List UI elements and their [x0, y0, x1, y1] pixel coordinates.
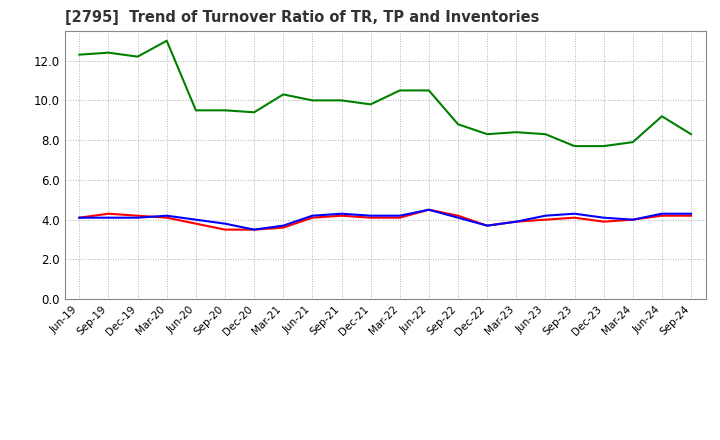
- Trade Receivables: [425, 207, 433, 213]
- Inventories: [483, 132, 492, 137]
- Trade Payables: [512, 219, 521, 224]
- Trade Payables: [454, 215, 462, 220]
- Trade Receivables: [454, 213, 462, 218]
- Inventories: [395, 88, 404, 93]
- Inventories: [337, 98, 346, 103]
- Trade Receivables: [570, 215, 579, 220]
- Trade Payables: [395, 213, 404, 218]
- Trade Receivables: [220, 227, 229, 232]
- Trade Receivables: [395, 215, 404, 220]
- Trade Receivables: [541, 217, 550, 222]
- Inventories: [104, 50, 113, 55]
- Trade Payables: [687, 211, 696, 216]
- Trade Payables: [366, 213, 375, 218]
- Inventories: [512, 129, 521, 135]
- Trade Payables: [483, 223, 492, 228]
- Trade Receivables: [104, 211, 113, 216]
- Trade Payables: [337, 211, 346, 216]
- Trade Payables: [425, 207, 433, 213]
- Trade Receivables: [250, 227, 258, 232]
- Trade Payables: [192, 217, 200, 222]
- Inventories: [629, 139, 637, 145]
- Trade Payables: [541, 213, 550, 218]
- Inventories: [133, 54, 142, 59]
- Inventories: [250, 110, 258, 115]
- Inventories: [192, 108, 200, 113]
- Trade Receivables: [308, 215, 317, 220]
- Inventories: [425, 88, 433, 93]
- Inventories: [541, 132, 550, 137]
- Trade Receivables: [337, 213, 346, 218]
- Trade Receivables: [163, 215, 171, 220]
- Trade Payables: [308, 213, 317, 218]
- Inventories: [75, 52, 84, 57]
- Inventories: [163, 38, 171, 44]
- Trade Payables: [570, 211, 579, 216]
- Trade Payables: [657, 211, 666, 216]
- Trade Receivables: [629, 217, 637, 222]
- Trade Payables: [75, 215, 84, 220]
- Text: [2795]  Trend of Turnover Ratio of TR, TP and Inventories: [2795] Trend of Turnover Ratio of TR, TP…: [65, 11, 539, 26]
- Inventories: [308, 98, 317, 103]
- Trade Receivables: [483, 223, 492, 228]
- Inventories: [279, 92, 287, 97]
- Trade Receivables: [512, 219, 521, 224]
- Line: Inventories: Inventories: [79, 41, 691, 146]
- Inventories: [366, 102, 375, 107]
- Trade Payables: [133, 215, 142, 220]
- Inventories: [687, 132, 696, 137]
- Trade Receivables: [279, 225, 287, 230]
- Trade Payables: [104, 215, 113, 220]
- Trade Payables: [220, 221, 229, 226]
- Trade Receivables: [133, 213, 142, 218]
- Trade Payables: [629, 217, 637, 222]
- Inventories: [454, 121, 462, 127]
- Line: Trade Receivables: Trade Receivables: [79, 210, 691, 230]
- Trade Receivables: [599, 219, 608, 224]
- Inventories: [220, 108, 229, 113]
- Trade Payables: [250, 227, 258, 232]
- Trade Receivables: [75, 215, 84, 220]
- Trade Payables: [279, 223, 287, 228]
- Inventories: [570, 143, 579, 149]
- Line: Trade Payables: Trade Payables: [79, 210, 691, 230]
- Trade Receivables: [192, 221, 200, 226]
- Inventories: [657, 114, 666, 119]
- Trade Receivables: [687, 213, 696, 218]
- Trade Payables: [599, 215, 608, 220]
- Inventories: [599, 143, 608, 149]
- Trade Receivables: [366, 215, 375, 220]
- Trade Receivables: [657, 213, 666, 218]
- Trade Payables: [163, 213, 171, 218]
